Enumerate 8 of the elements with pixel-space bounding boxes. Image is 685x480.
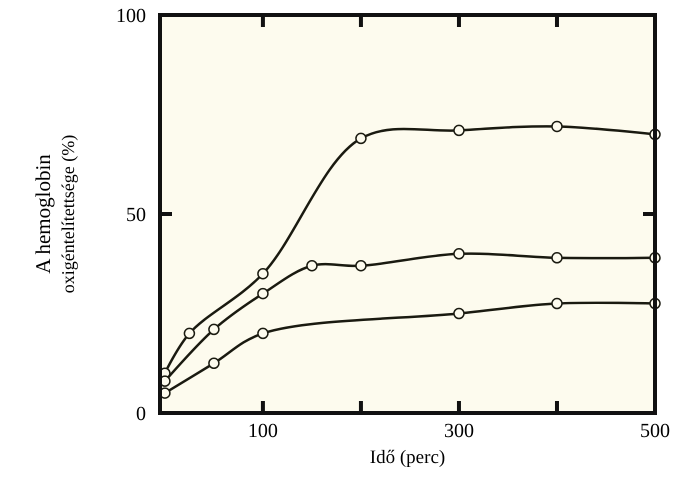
y-axis-title: A hemoglobin oxigéntelítettsége (%) <box>31 134 78 294</box>
y-tick-label: 50 <box>126 204 146 226</box>
x-tick-label: 500 <box>640 420 670 442</box>
x-tick-label: 300 <box>444 420 474 442</box>
y-tick-label: 100 <box>116 5 146 27</box>
x-tick-label: 100 <box>248 420 278 442</box>
x-axis-title: Idő (perc) <box>370 447 446 468</box>
y-tick-label: 0 <box>136 403 146 425</box>
